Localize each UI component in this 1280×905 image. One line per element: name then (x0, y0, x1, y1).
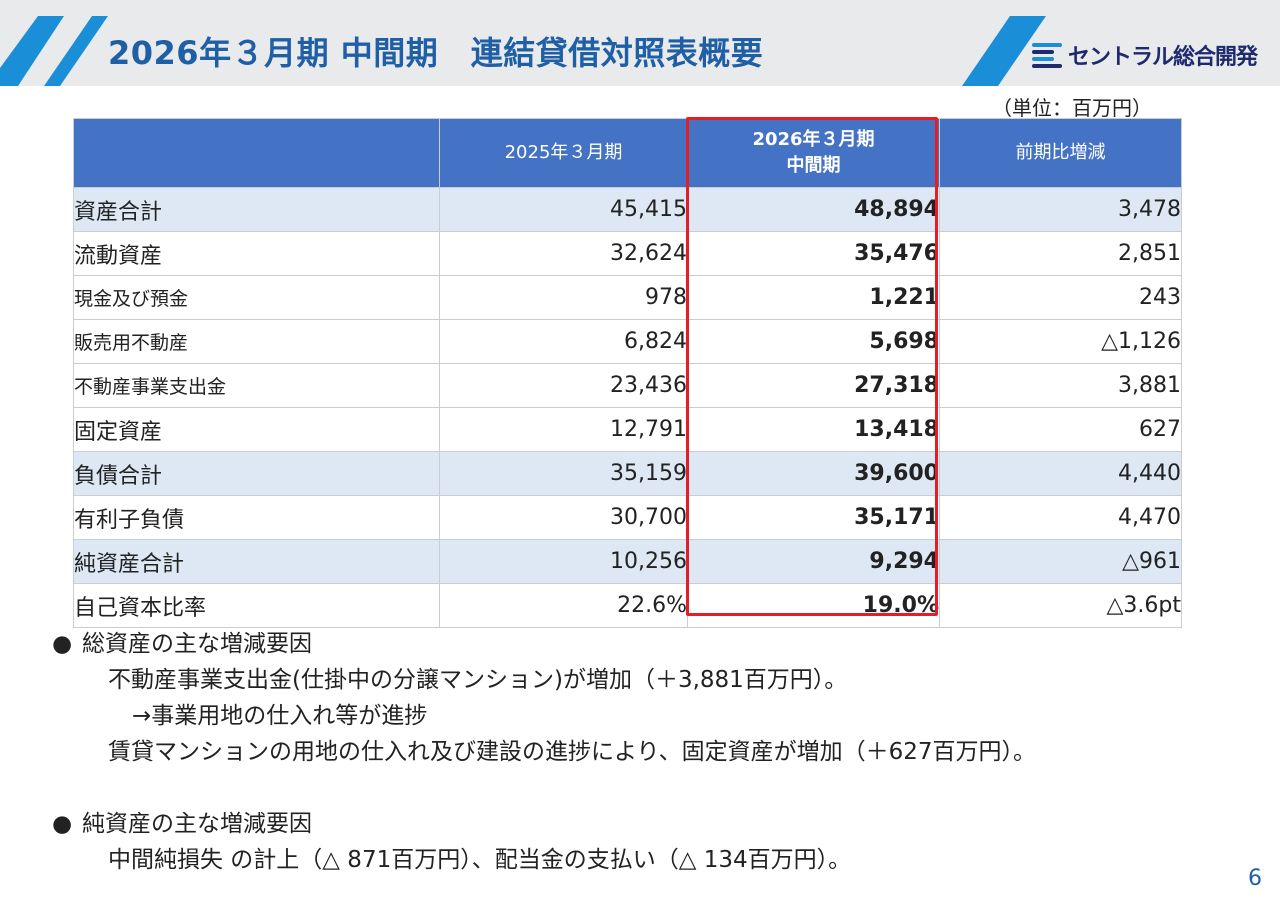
table-row: 有利子負債 30,700 35,171 4,470 (73, 495, 1182, 540)
column-header-current-text: 2026年３月期 中間期 (752, 129, 875, 176)
header-accent-stripe-left (0, 16, 108, 86)
column-header-prev: 2025年３月期 (439, 118, 688, 188)
table-row: 現金及び預金 978 1,221 243 (73, 275, 1182, 320)
cell-prev: 12,791 (439, 407, 688, 452)
column-header-diff: 前期比増減 (939, 118, 1182, 188)
row-label: 純資産合計 (73, 539, 440, 584)
row-label: 固定資産 (73, 407, 440, 452)
table-row: 資産合計 45,415 48,894 3,478 (73, 187, 1182, 232)
cell-prev: 978 (439, 275, 688, 320)
cell-prev: 45,415 (439, 187, 688, 232)
column-header-item (73, 118, 440, 188)
table-row: 販売用不動産 6,824 5,698 △1,126 (73, 319, 1182, 364)
row-label: 現金及び預金 (73, 275, 440, 320)
company-logo-mark-icon (1032, 43, 1062, 68)
notes-heading-assets: ● 総資産の主な増減要因 (52, 626, 1036, 662)
cell-current: 19.0% (687, 583, 940, 628)
cell-diff: △1,126 (939, 319, 1182, 364)
cell-current: 35,476 (687, 231, 940, 276)
cell-current: 35,171 (687, 495, 940, 540)
column-header-current: 2026年３月期 中間期 (687, 118, 940, 188)
row-label: 有利子負債 (73, 495, 440, 540)
company-logo: セントラル総合開発 (1030, 38, 1258, 72)
row-label: 不動産事業支出金 (73, 363, 440, 408)
cell-diff: △961 (939, 539, 1182, 584)
cell-current: 1,221 (687, 275, 940, 320)
cell-current: 27,318 (687, 363, 940, 408)
table-row: 負債合計 35,159 39,600 4,440 (73, 451, 1182, 496)
bullet-icon: ● (52, 631, 73, 657)
cell-diff: 2,851 (939, 231, 1182, 276)
slide-header: 2026年３月期 中間期 連結貸借対照表概要 セントラル総合開発 (0, 0, 1280, 86)
cell-diff: 243 (939, 275, 1182, 320)
cell-diff: 3,478 (939, 187, 1182, 232)
page-number: 6 (1248, 866, 1262, 891)
cell-prev: 30,700 (439, 495, 688, 540)
table-row: 流動資産 32,624 35,476 2,851 (73, 231, 1182, 276)
notes-line: 中間純損失 の計上（△ 871百万円）、配当金の支払い（△ 134百万円）。 (108, 847, 852, 873)
notes-line: →事業用地の仕入れ等が進捗 (132, 703, 428, 729)
table-row: 固定資産 12,791 13,418 627 (73, 407, 1182, 452)
table-row: 不動産事業支出金 23,436 27,318 3,881 (73, 363, 1182, 408)
notes-spacer (52, 770, 1036, 806)
cell-current: 48,894 (687, 187, 940, 232)
cell-diff: 4,470 (939, 495, 1182, 540)
row-label: 流動資産 (73, 231, 440, 276)
notes-line: 賃貸マンションの用地の仕入れ及び建設の進捗により、固定資産が増加（＋627百万円… (108, 739, 1037, 765)
unit-label: （単位：百万円） (992, 96, 1152, 120)
notes-heading-net-assets-text: 純資産の主な増減要因 (82, 811, 312, 837)
company-logo-text: セントラル総合開発 (1068, 45, 1258, 70)
cell-diff: △3.6pt (939, 583, 1182, 628)
cell-prev: 10,256 (439, 539, 688, 584)
notes-heading-assets-text: 総資産の主な増減要因 (82, 631, 312, 657)
table-row: 純資産合計 10,256 9,294 △961 (73, 539, 1182, 584)
slide-title: 2026年３月期 中間期 連結貸借対照表概要 (108, 34, 764, 72)
row-label: 販売用不動産 (73, 319, 440, 364)
table-header-row: 2025年３月期 2026年３月期 中間期 前期比増減 (73, 118, 1182, 188)
table-row: 自己資本比率 22.6% 19.0% △3.6pt (73, 583, 1182, 628)
cell-prev: 32,624 (439, 231, 688, 276)
row-label: 資産合計 (73, 187, 440, 232)
cell-prev: 35,159 (439, 451, 688, 496)
cell-prev: 23,436 (439, 363, 688, 408)
cell-diff: 3,881 (939, 363, 1182, 408)
header-accent-stripe-right (962, 16, 1046, 86)
cell-diff: 627 (939, 407, 1182, 452)
cell-current: 5,698 (687, 319, 940, 364)
cell-prev: 22.6% (439, 583, 688, 628)
notes-line: 不動産事業支出金(仕掛中の分譲マンション)が増加（＋3,881百万円）。 (108, 667, 848, 693)
row-label: 負債合計 (73, 451, 440, 496)
cell-current: 39,600 (687, 451, 940, 496)
balance-sheet-table: 2025年３月期 2026年３月期 中間期 前期比増減 資産合計 45,415 … (73, 118, 1182, 628)
row-label: 自己資本比率 (73, 583, 440, 628)
notes-heading-net-assets: ● 純資産の主な増減要因 (52, 806, 1036, 842)
cell-diff: 4,440 (939, 451, 1182, 496)
cell-prev: 6,824 (439, 319, 688, 364)
cell-current: 9,294 (687, 539, 940, 584)
notes-section: ● 総資産の主な増減要因 不動産事業支出金(仕掛中の分譲マンション)が増加（＋3… (52, 626, 1036, 878)
cell-current: 13,418 (687, 407, 940, 452)
bullet-icon: ● (52, 811, 73, 837)
